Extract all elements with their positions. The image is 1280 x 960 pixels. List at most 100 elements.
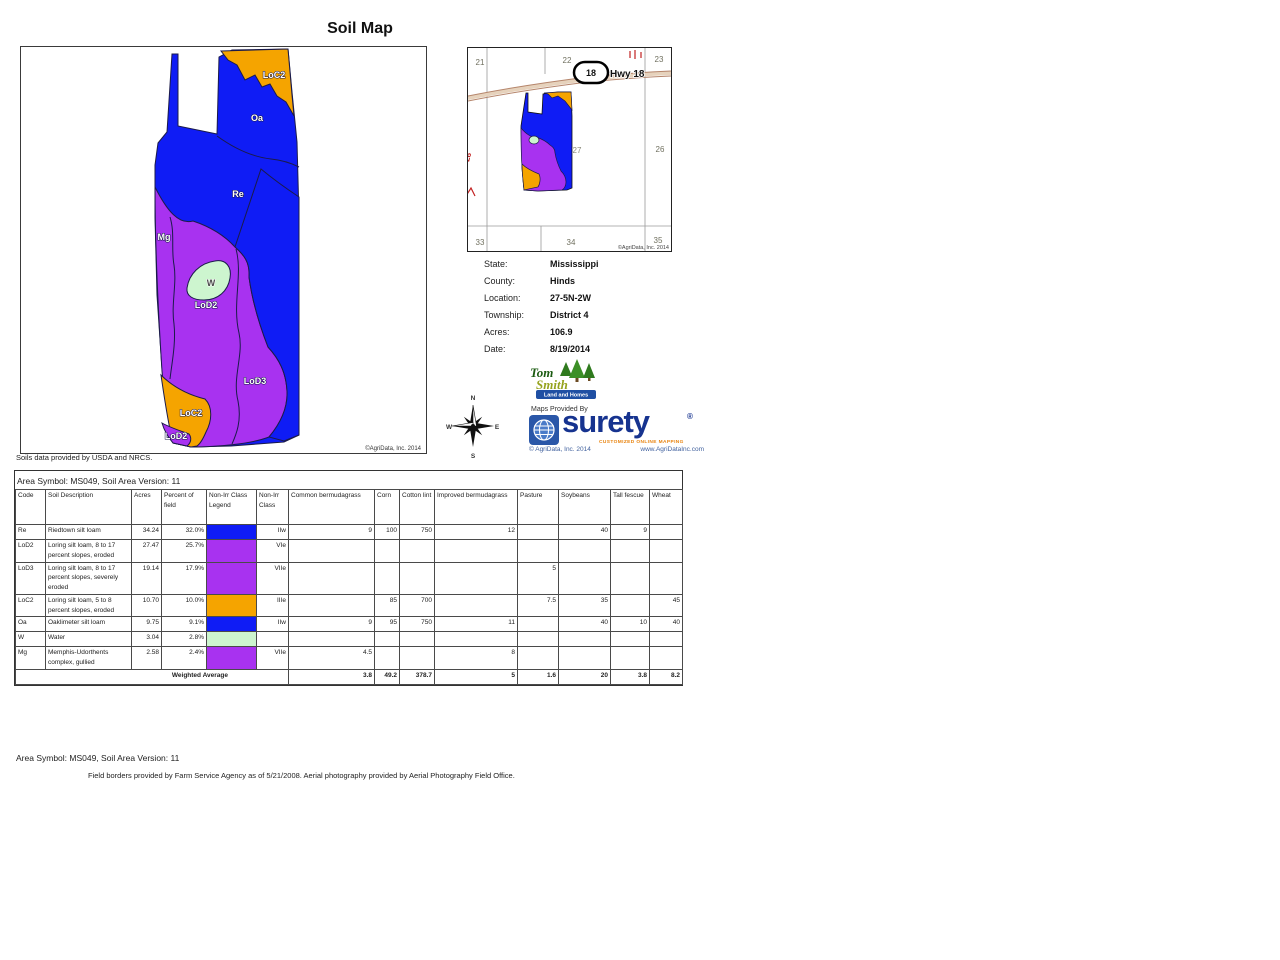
column-header: Cotton lint xyxy=(399,489,435,525)
code-cell: W xyxy=(15,631,46,648)
surety-logo: surety ® CUSTOMIZED ONLINE MAPPING xyxy=(529,404,704,447)
compass-n: N xyxy=(471,395,476,402)
value-cell xyxy=(558,561,611,595)
registered-mark: ® xyxy=(687,412,693,421)
value-cell xyxy=(434,593,518,618)
legend-swatch xyxy=(206,561,257,595)
value-cell xyxy=(517,539,559,563)
value-cell xyxy=(649,539,683,563)
weighted-average-value: 20 xyxy=(558,668,611,685)
value-cell: 7.5 xyxy=(517,593,559,618)
value-cell: 8 xyxy=(434,646,518,670)
legend-swatch xyxy=(206,631,257,648)
footer-credits: Field borders provided by Farm Service A… xyxy=(88,771,515,780)
blue-right-strip xyxy=(234,168,300,442)
soil-row-Re: Re Riedtown silt loam 34.24 32.0% IIw 9 100 750… xyxy=(15,524,683,540)
soil-label-loc2-bottom: LoC2 xyxy=(180,408,203,418)
column-header: Non-Irr Class Legend xyxy=(206,489,257,525)
acres-cell: 10.70 xyxy=(131,593,162,618)
soil-map-panel: LoC2 Oa Re Mg W LoD2 LoD3 LoC2 LoD2 ©Agr… xyxy=(20,46,427,454)
yield-table-panel: Area Symbol: MS049, Soil Area Version: 1… xyxy=(14,470,683,686)
section-35: 35 xyxy=(654,236,663,245)
tom-smith-logo-icon: Tom Smith Land and Homes xyxy=(530,359,596,399)
section-34: 34 xyxy=(567,238,576,247)
value-cell xyxy=(288,593,375,618)
value-cell xyxy=(399,539,435,563)
soil-row-LoD2: LoD2 Loring silt loam, 8 to 17 percent sl… xyxy=(15,539,683,563)
weighted-average-row: Weighted Average 3.8 49.2 378.7 5 1.6 20 3.8 8.2 xyxy=(15,668,683,685)
description-cell: Water xyxy=(45,631,132,648)
value-cell xyxy=(610,539,650,563)
surety-website: www.AgriDataInc.com xyxy=(640,446,704,453)
value-cell xyxy=(517,524,559,540)
column-header: Code xyxy=(15,489,46,525)
red-caret-mark xyxy=(468,186,476,197)
value-cell: 750 xyxy=(399,616,435,633)
value-cell xyxy=(374,539,400,563)
column-header: Soil Description xyxy=(45,489,132,525)
soil-row-LoD3: LoD3 Loring silt loam, 8 to 17 percent sl… xyxy=(15,561,683,595)
percent-cell: 25.7% xyxy=(161,539,207,563)
value-cell: 12 xyxy=(434,524,518,540)
locator-map-panel: 21 22 23 26 27 33 34 35 18 Hwy 18 28 ©Ag… xyxy=(467,47,672,252)
tom-smith-line1: Tom xyxy=(530,365,553,380)
mini-field xyxy=(520,91,573,192)
section-22: 22 xyxy=(563,56,572,65)
compass-w: W xyxy=(446,424,453,431)
code-cell: Mg xyxy=(15,646,46,670)
value-cell: 85 xyxy=(374,593,400,618)
section-27: 27 xyxy=(573,146,582,155)
value-cell: 9 xyxy=(288,524,375,540)
soil-label-loc2-top: LoC2 xyxy=(263,70,286,80)
footer-area-symbol: Area Symbol: MS049, Soil Area Version: 1… xyxy=(16,753,180,763)
value-cell xyxy=(374,646,400,670)
value-cell xyxy=(610,646,650,670)
oa-re-boundary xyxy=(216,135,300,168)
value-cell xyxy=(399,631,435,648)
column-header: Corn xyxy=(374,489,400,525)
info-row-location: Location: 27-5N-2W xyxy=(484,290,694,307)
value-cell: 10 xyxy=(610,616,650,633)
highway-name-label: Hwy 18 xyxy=(610,69,645,80)
surety-wordmark: surety xyxy=(562,404,650,439)
column-header: Pasture xyxy=(517,489,559,525)
legend-swatch xyxy=(206,616,257,633)
value-cell xyxy=(649,646,683,670)
value-cell xyxy=(558,539,611,563)
code-cell: LoD3 xyxy=(15,561,46,595)
description-cell: Riedtown silt loam xyxy=(45,524,132,540)
value-cell xyxy=(434,561,518,595)
info-label: Acres: xyxy=(484,327,510,337)
description-cell: Loring silt loam, 8 to 17 percent slopes… xyxy=(45,561,132,595)
info-row-county: County: Hinds xyxy=(484,273,694,290)
legend-swatch xyxy=(206,524,257,540)
value-cell xyxy=(517,631,559,648)
acres-cell: 3.04 xyxy=(131,631,162,648)
class-cell: IIw xyxy=(256,616,289,633)
value-cell xyxy=(288,539,375,563)
percent-cell: 32.0% xyxy=(161,524,207,540)
value-cell xyxy=(517,646,559,670)
water-region xyxy=(186,260,231,301)
column-header: Improved bermudagrass xyxy=(434,489,518,525)
weighted-average-value: 49.2 xyxy=(374,668,400,685)
info-value: Hinds xyxy=(550,276,576,286)
percent-cell: 9.1% xyxy=(161,616,207,633)
code-cell: Oa xyxy=(15,616,46,633)
maps-provided-by-label: Maps Provided By xyxy=(531,406,588,413)
surety-globe-icon xyxy=(529,415,559,445)
info-row-state: State: Mississippi xyxy=(484,256,694,273)
legend-swatch xyxy=(206,593,257,618)
code-cell: LoC2 xyxy=(15,593,46,618)
weighted-average-value: 5 xyxy=(434,668,518,685)
info-label: State: xyxy=(484,259,508,269)
column-header: Non-Irr Class xyxy=(256,489,289,525)
value-cell: 45 xyxy=(649,593,683,618)
soil-label-w: W xyxy=(207,278,216,288)
soils-yield-table: Code Soil Description Acres Percent of fiel… xyxy=(15,489,683,685)
value-cell xyxy=(610,593,650,618)
location-info-panel: State: Mississippi County: Hinds Locatio… xyxy=(484,256,694,358)
compass-e: E xyxy=(495,424,500,431)
acres-cell: 2.58 xyxy=(131,646,162,670)
class-cell: VIIe xyxy=(256,561,289,595)
